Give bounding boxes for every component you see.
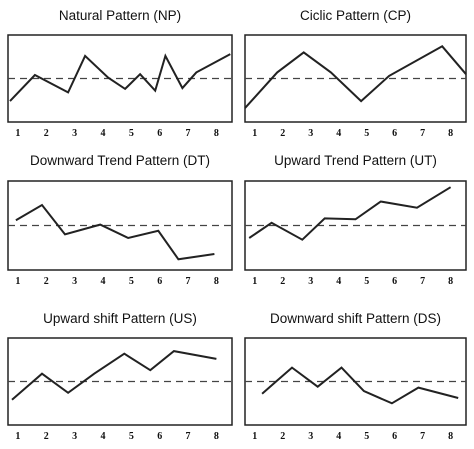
x-tick-label: 2 — [280, 276, 285, 287]
x-tick-label: 5 — [364, 431, 369, 442]
x-tick-label: 7 — [186, 431, 191, 442]
data-line — [15, 203, 215, 261]
x-tick-label: 3 — [72, 276, 77, 287]
x-tick-label: 6 — [392, 431, 397, 442]
x-tick-label: 4 — [100, 128, 105, 139]
x-tick-label: 1 — [252, 276, 257, 287]
x-tick-label: 6 — [392, 276, 397, 287]
x-tick-label: 2 — [44, 431, 49, 442]
x-tick-label: 1 — [252, 431, 257, 442]
chart-title: Natural Pattern (NP) — [59, 8, 181, 23]
chart-title: Ciclic Pattern (CP) — [300, 8, 411, 23]
x-tick-label: 7 — [186, 128, 191, 139]
x-tick-label: 3 — [308, 276, 313, 287]
x-tick-label: 4 — [336, 128, 341, 139]
x-tick-label: 8 — [448, 276, 453, 287]
x-tick-label: 5 — [129, 276, 134, 287]
x-tick-label: 2 — [280, 431, 285, 442]
x-tick-label: 1 — [252, 128, 257, 139]
x-tick-label: 4 — [336, 431, 341, 442]
x-tick-label: 4 — [336, 276, 341, 287]
x-tick-label: 2 — [280, 128, 285, 139]
x-tick-label: 3 — [72, 431, 77, 442]
x-tick-label: 5 — [129, 128, 134, 139]
x-tick-label: 6 — [157, 276, 162, 287]
chart-title: Downward shift Pattern (DS) — [270, 311, 441, 326]
x-tick-label: 3 — [72, 128, 77, 139]
chart-title: Downward Trend Pattern (DT) — [30, 153, 210, 168]
x-tick-label: 1 — [15, 128, 20, 139]
x-tick-label: 7 — [420, 431, 425, 442]
x-tick-label: 5 — [364, 128, 369, 139]
x-tick-label: 7 — [186, 276, 191, 287]
data-line — [261, 366, 459, 405]
x-tick-label: 5 — [129, 431, 134, 442]
x-tick-label: 6 — [157, 128, 162, 139]
x-tick-label: 8 — [214, 128, 219, 139]
x-tick-label: 2 — [44, 276, 49, 287]
chart-title: Upward shift Pattern (US) — [43, 311, 197, 326]
x-tick-label: 6 — [392, 128, 397, 139]
x-tick-label: 8 — [214, 276, 219, 287]
x-tick-label: 8 — [214, 431, 219, 442]
x-tick-label: 7 — [420, 276, 425, 287]
x-tick-label: 1 — [15, 276, 20, 287]
x-tick-label: 2 — [44, 128, 49, 139]
x-tick-label: 3 — [308, 128, 313, 139]
x-tick-label: 7 — [420, 128, 425, 139]
x-tick-label: 5 — [364, 276, 369, 287]
x-tick-label: 1 — [15, 431, 20, 442]
x-tick-label: 8 — [448, 128, 453, 139]
x-tick-label: 8 — [448, 431, 453, 442]
chart-title: Upward Trend Pattern (UT) — [274, 153, 437, 168]
x-tick-label: 4 — [100, 431, 105, 442]
data-line — [244, 45, 467, 109]
x-tick-label: 4 — [100, 276, 105, 287]
x-tick-label: 3 — [308, 431, 313, 442]
data-line — [248, 186, 452, 241]
x-tick-label: 6 — [157, 431, 162, 442]
data-line — [11, 350, 217, 401]
data-line — [9, 53, 231, 102]
